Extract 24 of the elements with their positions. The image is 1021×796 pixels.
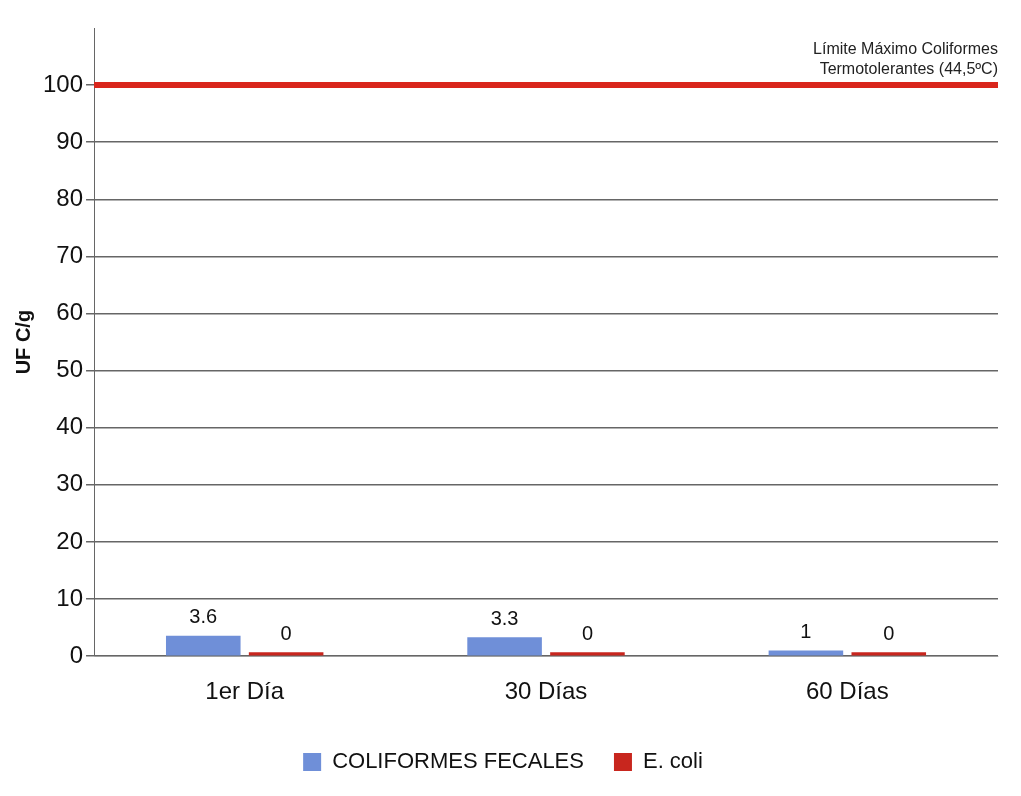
data-label: 0 [883, 621, 895, 644]
data-label: 3.6 [189, 605, 218, 628]
y-tick-label: 0 [69, 640, 84, 668]
legend-label: COLIFORMES FECALES [332, 748, 584, 774]
y-tick-label: 100 [43, 69, 84, 97]
y-tick-label: 10 [56, 583, 84, 611]
data-label: 3.3 [490, 606, 519, 629]
y-tick-label: 90 [56, 126, 84, 154]
y-tick-label: 60 [56, 298, 84, 326]
y-tick-label: 80 [56, 183, 84, 211]
y-tick-label: 70 [56, 241, 84, 269]
x-tick-label: 1er Día [205, 677, 285, 705]
y-tick-label: 40 [56, 412, 84, 440]
y-axis-title: UF C/g [11, 309, 34, 375]
data-label: 0 [280, 621, 292, 644]
data-label: 1 [800, 620, 812, 642]
ref-line-label: Límite Máximo Coliformes Termotolerantes (44,5ºC) [813, 39, 998, 77]
x-tick-label: 60 Días [805, 677, 889, 705]
data-label: 0 [581, 621, 594, 644]
legend-label: E. coli [642, 748, 703, 774]
y-tick-label: 20 [56, 526, 84, 554]
x-tick-label: 30 Días [504, 677, 588, 705]
y-tick-label: 50 [56, 355, 84, 383]
y-tick-label: 30 [56, 469, 84, 497]
